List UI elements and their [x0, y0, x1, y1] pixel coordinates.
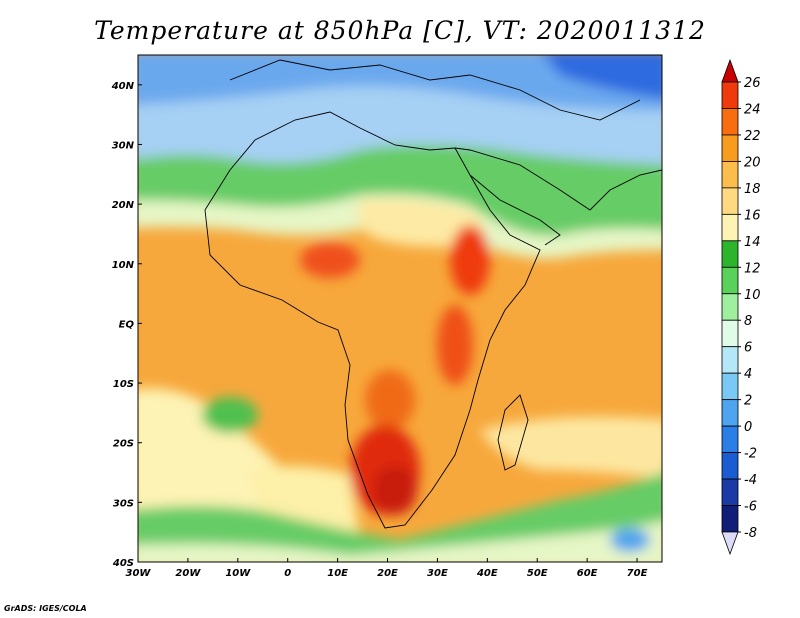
x-tick-label: 50E [527, 568, 548, 579]
y-tick-label: 30N [112, 140, 135, 151]
colorbar-swatch [721, 399, 739, 427]
colorbar-tick-label: -8 [744, 526, 757, 541]
colorbar-tick-label: -6 [744, 500, 757, 515]
colorbar-tick-label: 12 [744, 261, 761, 276]
colorbar-swatch [721, 213, 739, 242]
colorbar-swatch [721, 372, 739, 401]
credit-text: GrADS: IGES/COLA [4, 604, 87, 613]
colorbar-swatch [721, 134, 739, 162]
coastlines [204, 59, 662, 529]
colorbar-swatch [721, 293, 739, 321]
colorbar-swatch [721, 161, 739, 189]
y-tick-label: 20N [112, 200, 135, 211]
colorbar-tick-label: 14 [744, 235, 761, 250]
colorbar-swatch [721, 81, 739, 109]
x-tick-label: 30E [427, 568, 448, 579]
colorbar-swatch [721, 108, 739, 136]
map-title: Temperature at 850hPa [C], VT: 202001131… [94, 16, 706, 45]
plot-frame [137, 54, 663, 563]
colorbar-tick-label: 0 [744, 420, 752, 435]
y-tick-label: 30S [113, 498, 134, 509]
colorbar-swatch [721, 240, 739, 268]
y-tick-label: EQ [119, 319, 135, 330]
colorbar-tick-label: 4 [744, 367, 752, 382]
x-tick-label: 30W [126, 568, 152, 579]
colorbar-tick-label: 20 [744, 155, 761, 170]
colorbar-bottom-arrow [721, 531, 739, 556]
colorbar-tick-label: 16 [744, 208, 761, 223]
y-tick-label: 20S [113, 439, 134, 450]
colorbar-tick-label: 18 [744, 182, 761, 197]
y-tick-label: 10N [112, 260, 135, 271]
x-axis: 30W 20W 10W 0 10E 20E 30E 40E 50E 60E 70E [126, 558, 648, 579]
colorbar-swatch [721, 452, 739, 480]
colorbar-swatch [721, 346, 739, 374]
x-tick-label: 40E [476, 568, 498, 579]
y-tick-label: 10S [113, 379, 134, 390]
y-tick-label: 40S [112, 558, 134, 569]
colorbar-tick-label: 10 [744, 288, 761, 303]
x-tick-label: 10W [225, 568, 251, 579]
colorbar-tick-label: 6 [744, 341, 752, 356]
colorbar-tick-label: -4 [744, 473, 757, 488]
colorbar-swatch [721, 425, 739, 453]
colorbar-swatch [721, 266, 739, 295]
colorbar-tick-label: 24 [744, 102, 761, 117]
temperature-field [138, 55, 662, 562]
colorbar-tick-label: -2 [744, 447, 757, 462]
x-tick-label: 0 [284, 568, 291, 579]
y-axis: 40N 30N 20N 10N EQ 10S 20S 30S 40S [111, 81, 142, 569]
x-tick-label: 10E [327, 568, 348, 579]
y-tick-label: 40N [111, 81, 135, 92]
colorbar-swatch [721, 319, 739, 348]
colorbar-swatch [721, 187, 739, 215]
colorbar-top-arrow [721, 58, 739, 83]
x-tick-label: 70E [627, 568, 648, 579]
colorbar-tick-label: 22 [744, 129, 761, 144]
colorbar-tick-label: 26 [744, 76, 761, 91]
colorbar-tick-label: 2 [744, 394, 752, 409]
colorbar-swatch [721, 505, 739, 533]
x-tick-label: 60E [577, 568, 598, 579]
colorbar-tick-label: 8 [744, 314, 752, 329]
x-tick-label: 20E [377, 568, 398, 579]
x-tick-label: 20W [175, 568, 201, 579]
colorbar-swatch [721, 478, 739, 506]
